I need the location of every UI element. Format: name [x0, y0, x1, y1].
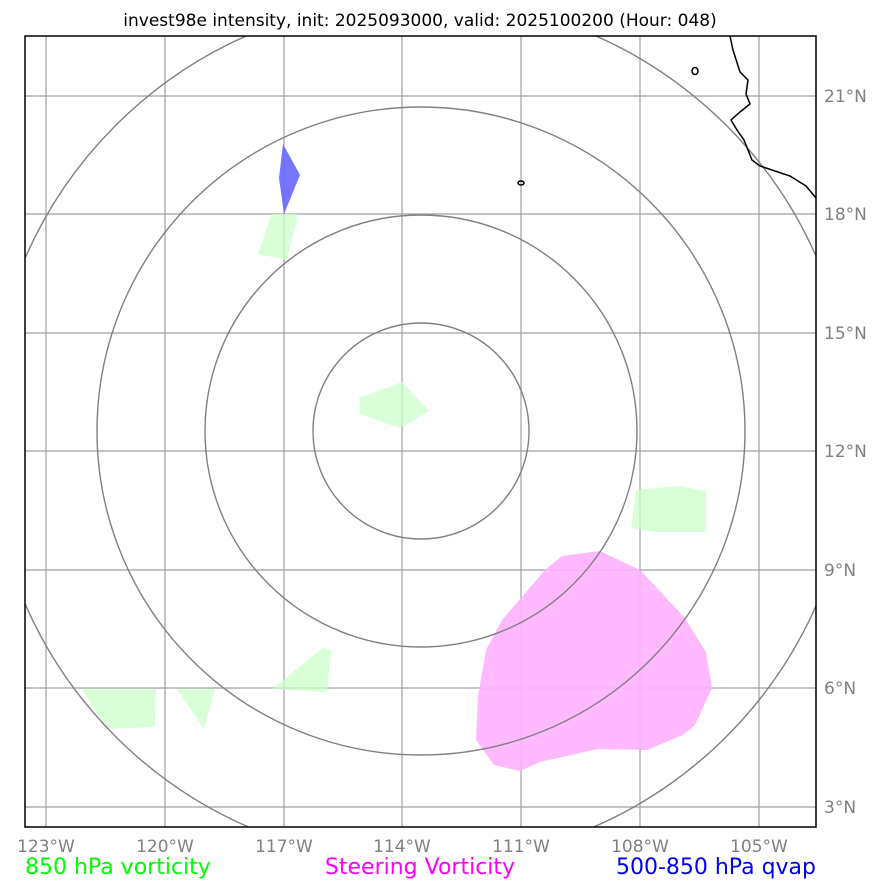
steering-vorticity-region — [476, 551, 712, 771]
lat-tick-label: 9°N — [824, 561, 856, 581]
lat-tick-label: 21°N — [824, 87, 867, 107]
vorticity-850-blob — [82, 689, 156, 729]
lat-tick-label: 15°N — [824, 324, 867, 344]
lon-tick-label: 123°W — [17, 837, 75, 857]
lat-tick-labels: 21°N 18°N 15°N 12°N 9°N 6°N 3°N — [824, 87, 867, 818]
range-ring — [204, 214, 638, 648]
map-title: invest98e intensity, init: 2025093000, v… — [123, 11, 716, 31]
vorticity-850-blob — [177, 689, 215, 729]
lon-tick-label: 105°W — [730, 837, 788, 857]
lon-tick-label: 114°W — [373, 837, 431, 857]
coastline-mexico — [729, 36, 816, 199]
range-ring — [312, 322, 530, 540]
legend-qvap: 500-850 hPa qvap — [616, 855, 816, 880]
vorticity-850-blob — [272, 648, 331, 692]
legend-steering-vorticity: Steering Vorticity — [325, 855, 515, 880]
range-rings — [25, 36, 816, 827]
vorticity-850-blob — [258, 214, 298, 260]
lat-tick-label: 6°N — [824, 679, 856, 699]
qvap-region — [279, 144, 300, 214]
legend-vorticity-850: 850 hPa vorticity — [25, 855, 211, 880]
lat-tick-label: 3°N — [824, 798, 856, 818]
lon-tick-label: 117°W — [255, 837, 313, 857]
lon-tick-label: 108°W — [611, 837, 669, 857]
coastline — [517, 36, 816, 199]
plot-area — [25, 36, 816, 827]
range-ring — [96, 106, 746, 756]
vorticity-850-blob — [631, 486, 706, 532]
island — [691, 66, 699, 76]
island — [517, 180, 525, 186]
lon-tick-label: 120°W — [136, 837, 194, 857]
range-ring — [25, 36, 816, 827]
plot-frame — [24, 35, 817, 828]
lat-tick-label: 18°N — [824, 205, 867, 225]
lon-tick-label: 111°W — [492, 837, 550, 857]
lon-tick-labels: 123°W 120°W 117°W 114°W 111°W 108°W 105°… — [17, 837, 788, 857]
legend: 850 hPa vorticity Steering Vorticity 500… — [25, 855, 816, 880]
vorticity-850-blob — [359, 382, 429, 428]
vorticity-850-fields — [82, 214, 706, 729]
lat-tick-label: 12°N — [824, 442, 867, 462]
